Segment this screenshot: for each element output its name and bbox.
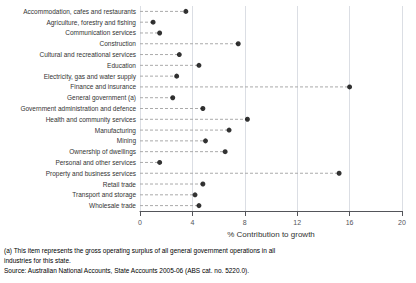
svg-text:Government administration and: Government administration and defence — [20, 105, 136, 112]
svg-text:0: 0 — [138, 219, 142, 226]
svg-text:Wholesale trade: Wholesale trade — [89, 202, 136, 209]
svg-text:Cultural and recreational serv: Cultural and recreational services — [40, 51, 137, 58]
svg-text:Manufacturing: Manufacturing — [95, 127, 137, 135]
svg-text:Health and community services: Health and community services — [46, 116, 137, 124]
svg-text:Construction: Construction — [100, 40, 137, 47]
svg-text:4: 4 — [190, 219, 194, 226]
svg-text:12: 12 — [293, 219, 301, 226]
svg-text:General government (a): General government (a) — [67, 94, 136, 102]
svg-text:8: 8 — [243, 219, 247, 226]
svg-text:industries for this state.: industries for this state. — [4, 257, 71, 264]
svg-text:(a) This item represents the g: (a) This item represents the gross opera… — [4, 247, 276, 255]
svg-text:Mining: Mining — [117, 137, 137, 145]
svg-text:Personal and other services: Personal and other services — [55, 159, 136, 166]
svg-text:Source: Australian National Ac: Source: Australian National Accounts, St… — [4, 267, 249, 275]
svg-text:Agriculture, forestry and fish: Agriculture, forestry and fishing — [46, 19, 136, 27]
svg-text:Ownership of dwellings: Ownership of dwellings — [69, 148, 137, 156]
svg-text:Retail trade: Retail trade — [103, 181, 137, 188]
svg-text:16: 16 — [346, 219, 354, 226]
svg-text:Accommodation, cafes and resta: Accommodation, cafes and restaurants — [23, 8, 136, 15]
svg-text:Finance and insurance: Finance and insurance — [70, 83, 136, 90]
svg-text:20: 20 — [398, 219, 406, 226]
svg-text:Electricity, gas and water sup: Electricity, gas and water supply — [44, 73, 137, 81]
svg-text:% Contribution to growth: % Contribution to growth — [227, 230, 315, 239]
svg-text:Property and business services: Property and business services — [46, 170, 137, 178]
svg-text:Transport and storage: Transport and storage — [72, 191, 136, 199]
svg-text:Communication services: Communication services — [65, 29, 137, 36]
svg-text:Education: Education — [107, 62, 136, 69]
